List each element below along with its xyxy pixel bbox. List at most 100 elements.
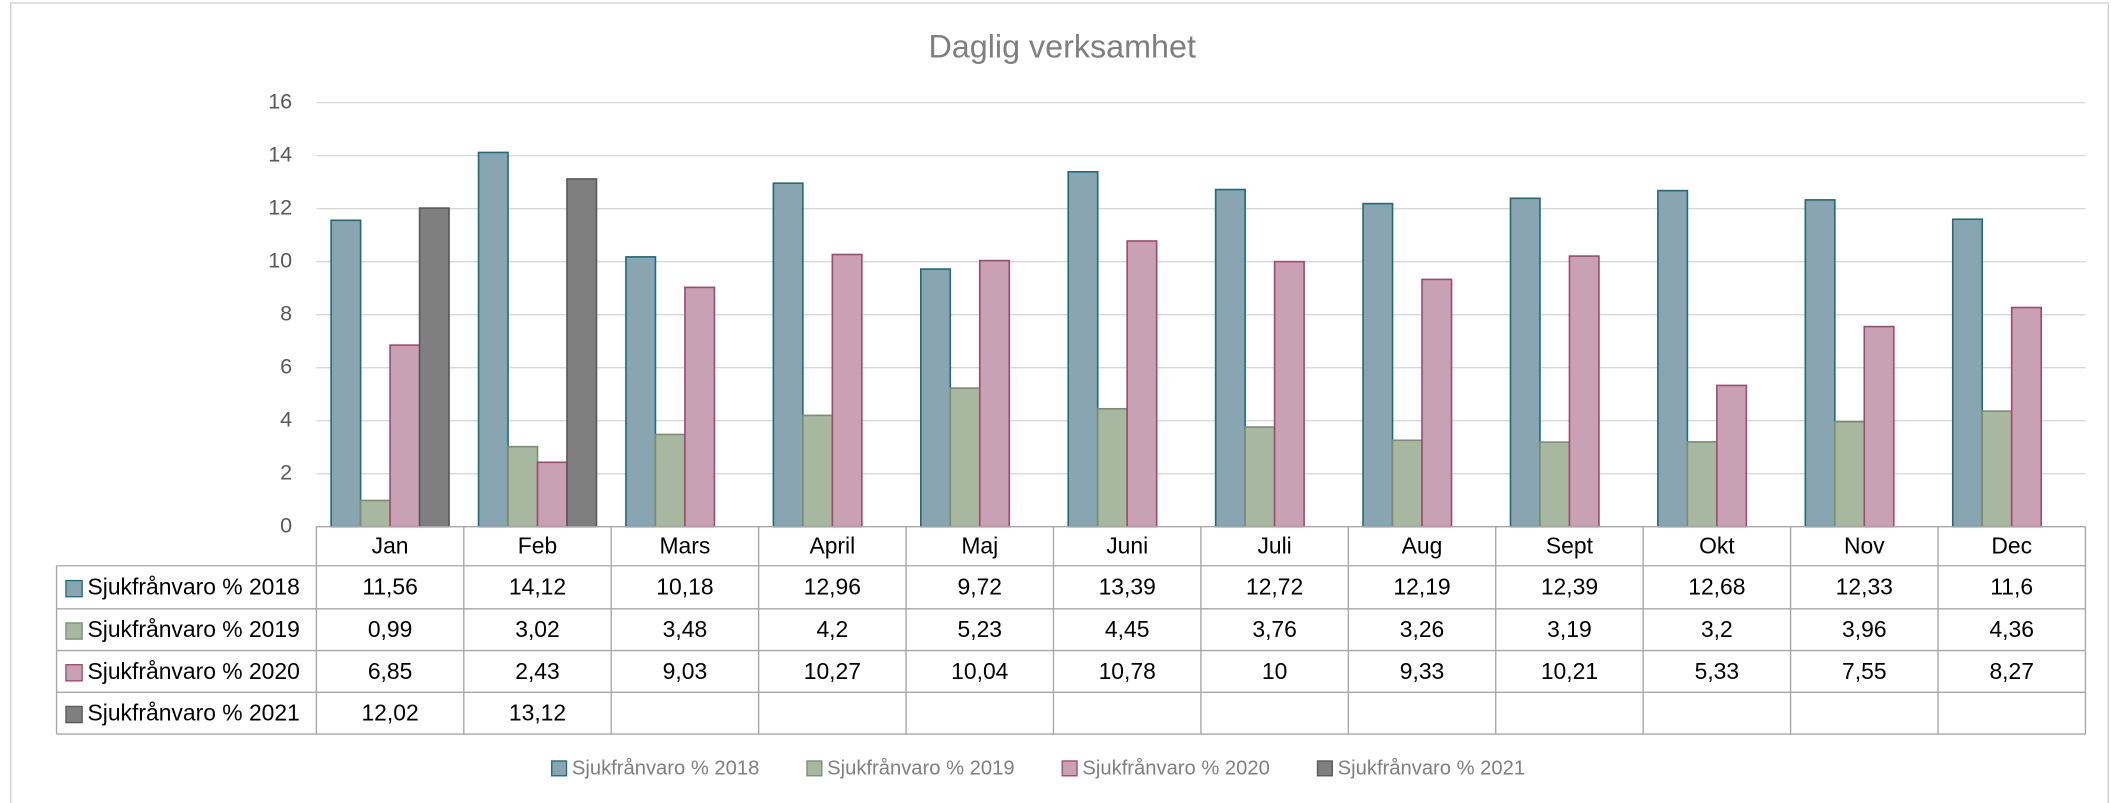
legend-key [1316,760,1333,777]
x-tick-label: Dec [1991,533,2032,559]
bar [949,387,981,528]
table-cell: 2,43 [515,658,560,684]
y-tick-label: 10 [268,248,292,272]
table-cell: 10,04 [951,658,1009,684]
table-cell: 6,85 [368,658,413,684]
table-cell: 3,26 [1400,616,1445,642]
bar [507,445,539,528]
y-tick-label: 0 [280,513,292,537]
x-tick-label: Jan [372,533,409,559]
bar [1804,199,1836,528]
bar [536,461,568,528]
table-cell: 4,2 [816,616,848,642]
table-cell: 9,72 [958,574,1003,600]
bar [1863,325,1895,528]
bar [1568,255,1600,528]
y-tick-label: 8 [280,301,292,325]
table-cell: 13,39 [1099,574,1156,600]
bar [1362,202,1394,528]
table-cell: 9,33 [1400,658,1445,684]
bar [418,207,450,528]
bar [566,178,598,528]
bar [625,256,657,528]
table-cell: 5,33 [1695,658,1740,684]
row-header: Sjukfrånvaro % 2020 [88,658,300,684]
bar [831,253,863,528]
bar [1214,188,1246,528]
bar [978,259,1011,528]
table-cell: 10,27 [804,658,861,684]
bar [772,182,804,528]
table-cell: 12,19 [1393,574,1450,600]
x-tick-label: Juli [1257,533,1291,559]
legend-label: Sjukfrånvaro % 2020 [1082,757,1269,779]
x-tick-label: Mars [660,533,711,559]
legend-key [65,705,83,724]
row-header: Sjukfrånvaro % 2021 [88,700,300,726]
x-tick-label: Feb [518,533,557,559]
bar [1126,240,1158,528]
legend-key [65,622,83,640]
y-tick-label: 16 [268,89,292,113]
table-cell: 3,48 [663,616,708,642]
bar [1981,410,2013,528]
bar [919,268,952,528]
x-tick-label: Sept [1546,533,1594,559]
legend-key [65,664,83,682]
legend-key [1061,760,1078,777]
x-tick-label: Aug [1402,533,1443,559]
bar [1096,407,1128,528]
bar [1716,384,1748,528]
table-cell: 4,45 [1105,616,1150,642]
bar [2010,306,2043,528]
table-cell: 8,27 [1989,658,2034,684]
x-tick-label: Nov [1844,533,1885,559]
legend-key [806,760,823,777]
y-tick-label: 4 [280,407,292,431]
x-tick-label: Okt [1699,533,1735,559]
table-cell: 13,12 [509,700,566,726]
legend-label: Sjukfrånvaro % 2019 [827,757,1014,779]
table-cell: 4,36 [1989,616,2034,642]
table-cell: 11,6 [1990,574,2033,600]
bar [330,219,362,528]
bar [1273,260,1305,528]
table-cell: 12,02 [361,700,418,726]
bar [1244,426,1276,528]
bar [1539,441,1571,528]
table-cell: 14,12 [509,574,566,600]
table-cell: 12,96 [804,574,861,600]
table-cell: 7,55 [1842,658,1887,684]
legend-label: Sjukfrånvaro % 2018 [572,757,759,779]
table-cell: 12,33 [1836,574,1893,600]
bar [1421,278,1453,528]
table-cell: 10,18 [656,574,713,600]
table-cell: 12,39 [1541,574,1598,600]
table-cell: 0,99 [368,616,413,642]
bar [802,414,834,528]
table-cell: 5,23 [958,616,1003,642]
legend-key [551,760,568,777]
table-cell: 11,56 [362,574,418,600]
chart-title: Daglig verksamhet [928,28,1195,64]
bar [477,151,509,528]
table-cell: 3,96 [1842,616,1887,642]
table-cell: 3,19 [1547,616,1592,642]
table-cell: 10 [1262,658,1287,684]
y-tick-label: 2 [280,460,292,484]
bar [684,286,716,528]
chart-border [10,2,2109,803]
x-tick-label: April [809,533,855,559]
bar [654,433,686,528]
bar [389,344,421,528]
y-tick-label: 6 [280,354,292,378]
bar [359,499,391,528]
legend-label: Sjukfrånvaro % 2021 [1338,757,1525,779]
bar [1067,170,1099,528]
table-cell: 3,2 [1701,616,1733,642]
table-cell: 3,02 [515,616,560,642]
row-header: Sjukfrånvaro % 2018 [88,574,300,600]
table-cell: 3,76 [1252,616,1297,642]
bar [1391,439,1423,528]
